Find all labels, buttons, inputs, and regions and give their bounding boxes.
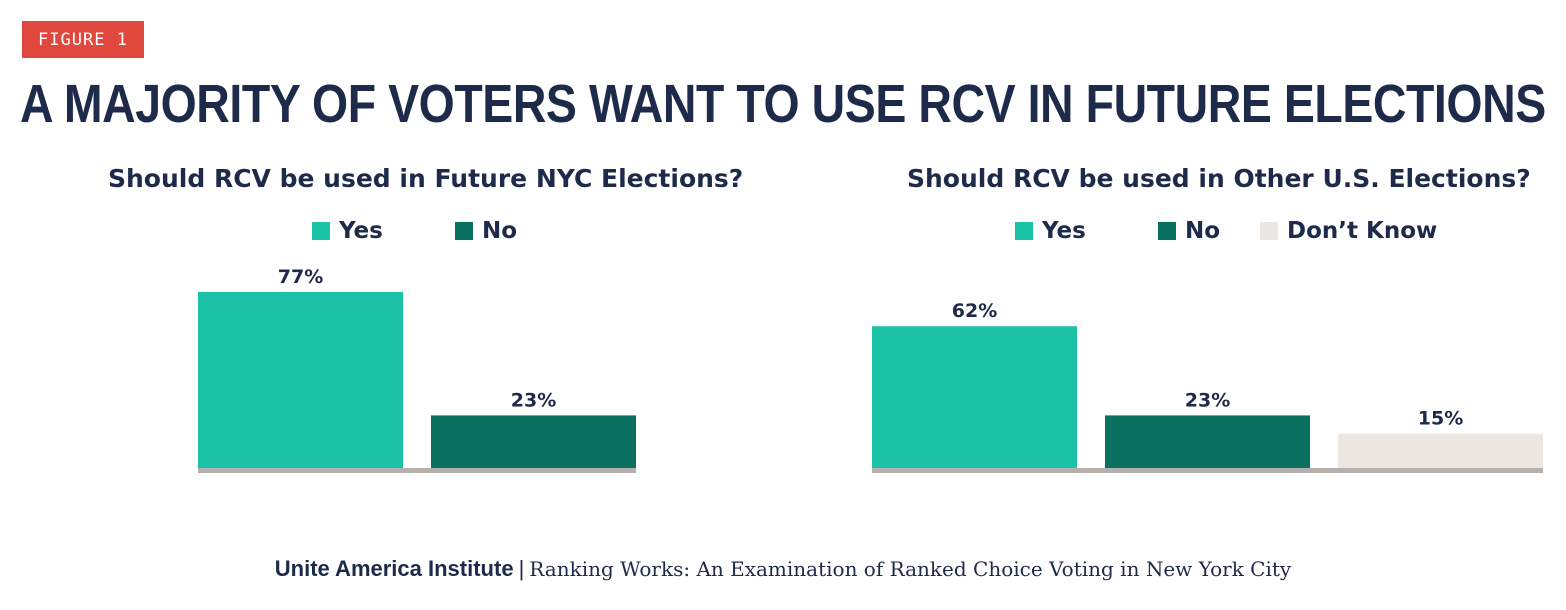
- bar-yes: [872, 326, 1077, 468]
- data-label-no: 23%: [511, 389, 556, 411]
- legend-label: Yes: [1042, 218, 1086, 244]
- legend-label: Don’t Know: [1287, 218, 1438, 244]
- bar-charts: 77% 23% 62% 23% 15%: [198, 266, 1543, 473]
- footer-org: Unite America Institute: [274, 556, 514, 581]
- footer-citation: Unite America Institute | Ranking Works: A…: [0, 556, 1566, 582]
- legend-swatch-no: [1158, 222, 1176, 240]
- chart-us: 62% 23% 15%: [872, 300, 1543, 473]
- legend-item-yes: Yes: [1015, 216, 1086, 246]
- chart-nyc: 77% 23%: [198, 266, 636, 473]
- bar-no: [431, 415, 636, 468]
- headline: A MAJORITY OF VOTERS WANT TO USE RCV IN …: [20, 74, 1546, 134]
- bar-yes: [198, 291, 403, 468]
- chart-title-nyc: Should RCV be used in Future NYC Electio…: [108, 164, 744, 193]
- chart-baseline: [198, 468, 636, 473]
- figure-badge: FIGURE 1: [22, 21, 144, 58]
- legend-label: Yes: [339, 218, 383, 244]
- legend-item-dont-know: Don’t Know: [1260, 216, 1437, 246]
- legend-swatch-dont-know: [1260, 222, 1278, 240]
- data-label-yes: 77%: [278, 266, 323, 288]
- bar-no: [1105, 415, 1310, 468]
- chart-title-us: Should RCV be used in Other U.S. Electio…: [907, 164, 1531, 193]
- legend-swatch-no: [455, 222, 473, 240]
- data-label-don-t-know: 15%: [1418, 408, 1463, 430]
- legend-label: No: [482, 218, 518, 244]
- legend-swatch-yes: [312, 222, 330, 240]
- footer-publication: Ranking Works: An Examination of Ranked …: [529, 557, 1292, 581]
- legend-item-no: No: [455, 216, 517, 246]
- chart-baseline: [872, 468, 1543, 473]
- footer-separator: |: [518, 556, 525, 581]
- legend-swatch-yes: [1015, 222, 1033, 240]
- legend-item-yes: Yes: [312, 216, 383, 246]
- data-label-no: 23%: [1185, 389, 1230, 411]
- legend-label: No: [1185, 218, 1221, 244]
- bar-don-t-know: [1338, 433, 1543, 468]
- data-label-yes: 62%: [952, 300, 997, 322]
- legend-item-no: No: [1158, 216, 1220, 246]
